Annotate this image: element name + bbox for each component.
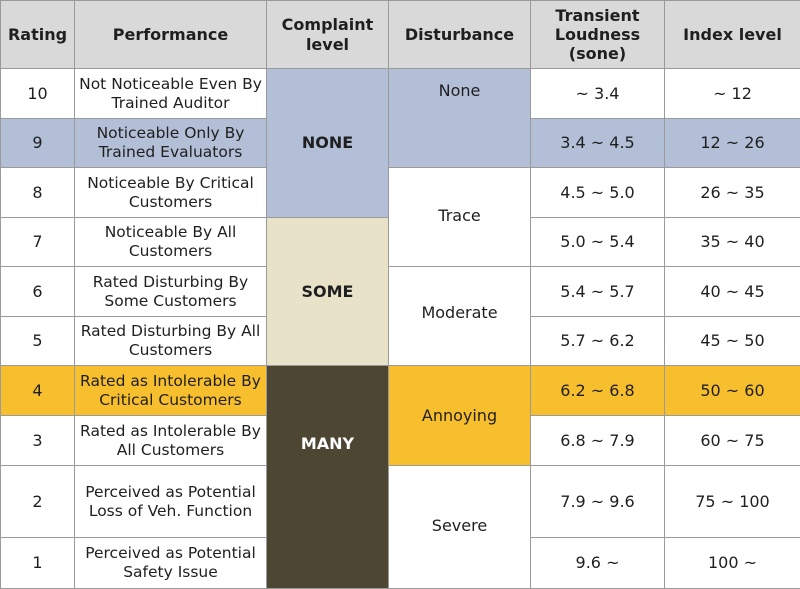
header-transient-loudness: Transient Loudness (sone) (531, 1, 665, 69)
index-cell: ~ 12 (665, 69, 800, 119)
index-cell: 45 ~ 50 (665, 317, 800, 366)
index-cell: 50 ~ 60 (665, 366, 800, 416)
disturbance-annoying: Annoying (389, 366, 531, 466)
complaint-level-many: MANY (267, 366, 389, 589)
loudness-cell: 3.4 ~ 4.5 (531, 119, 665, 168)
performance-cell: Perceived as Potential Safety Issue (75, 538, 267, 589)
rating-cell: 1 (1, 538, 75, 589)
performance-cell: Not Noticeable Even By Trained Auditor (75, 69, 267, 119)
header-disturbance: Disturbance (389, 1, 531, 69)
table-row: 4 Rated as Intolerable By Critical Custo… (1, 366, 800, 416)
complaint-level-none: NONE (267, 69, 389, 218)
rating-cell: 9 (1, 119, 75, 168)
header-row: Rating Performance Complaint level Distu… (1, 1, 800, 69)
header-performance: Performance (75, 1, 267, 69)
performance-cell: Rated Disturbing By Some Customers (75, 267, 267, 317)
loudness-cell: 4.5 ~ 5.0 (531, 168, 665, 218)
performance-cell: Rated as Intolerable By Critical Custome… (75, 366, 267, 416)
index-cell: 35 ~ 40 (665, 218, 800, 267)
disturbance-none: None (389, 69, 531, 168)
performance-cell: Noticeable Only By Trained Evaluators (75, 119, 267, 168)
header-complaint-level: Complaint level (267, 1, 389, 69)
loudness-cell: 5.4 ~ 5.7 (531, 267, 665, 317)
rating-cell: 6 (1, 267, 75, 317)
performance-cell: Noticeable By All Customers (75, 218, 267, 267)
loudness-cell: 9.6 ~ (531, 538, 665, 589)
loudness-cell: 6.8 ~ 7.9 (531, 416, 665, 466)
index-cell: 26 ~ 35 (665, 168, 800, 218)
disturbance-moderate: Moderate (389, 267, 531, 366)
table-row: 2 Perceived as Potential Loss of Veh. Fu… (1, 466, 800, 538)
table-row: 6 Rated Disturbing By Some Customers Mod… (1, 267, 800, 317)
rating-cell: 8 (1, 168, 75, 218)
rating-cell: 2 (1, 466, 75, 538)
performance-cell: Noticeable By Critical Customers (75, 168, 267, 218)
loudness-cell: 6.2 ~ 6.8 (531, 366, 665, 416)
rating-cell: 3 (1, 416, 75, 466)
disturbance-trace: Trace (389, 168, 531, 267)
rating-cell: 7 (1, 218, 75, 267)
loudness-cell: ~ 3.4 (531, 69, 665, 119)
rating-cell: 5 (1, 317, 75, 366)
loudness-cell: 7.9 ~ 9.6 (531, 466, 665, 538)
index-cell: 100 ~ (665, 538, 800, 589)
index-cell: 12 ~ 26 (665, 119, 800, 168)
index-cell: 75 ~ 100 (665, 466, 800, 538)
disturbance-severe: Severe (389, 466, 531, 589)
index-cell: 40 ~ 45 (665, 267, 800, 317)
header-index-level: Index level (665, 1, 800, 69)
rating-cell: 4 (1, 366, 75, 416)
loudness-cell: 5.7 ~ 6.2 (531, 317, 665, 366)
loudness-cell: 5.0 ~ 5.4 (531, 218, 665, 267)
table-row: 10 Not Noticeable Even By Trained Audito… (1, 69, 800, 119)
index-cell: 60 ~ 75 (665, 416, 800, 466)
table-row: 8 Noticeable By Critical Customers Trace… (1, 168, 800, 218)
rating-cell: 10 (1, 69, 75, 119)
complaint-level-some: SOME (267, 218, 389, 366)
performance-cell: Perceived as Potential Loss of Veh. Func… (75, 466, 267, 538)
performance-cell: Rated as Intolerable By All Customers (75, 416, 267, 466)
header-rating: Rating (1, 1, 75, 69)
performance-cell: Rated Disturbing By All Customers (75, 317, 267, 366)
